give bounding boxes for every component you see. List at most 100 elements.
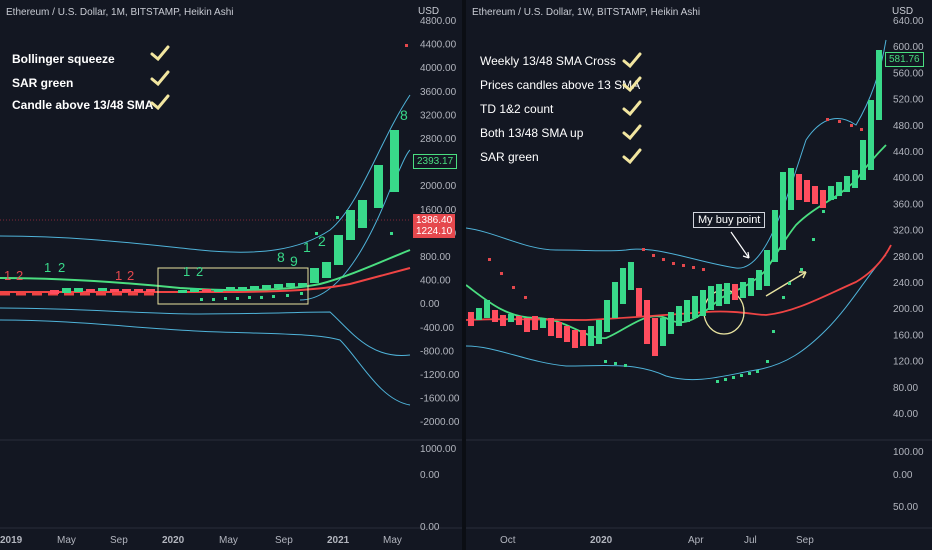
candle [780,172,786,250]
sar-dot [672,262,675,265]
sar-dot [748,372,751,375]
price-tick-label: 240.00 [893,278,924,289]
price-tick-label: -800.00 [420,346,454,357]
time-tick-label: Sep [796,535,814,546]
candle [860,140,866,180]
price-tick-label: 200.00 [893,304,924,315]
candle [692,296,698,318]
checkmark-icon [622,100,642,116]
sar-dot [272,295,275,298]
sar-dot [390,232,393,235]
candle [556,322,562,338]
time-axis[interactable]: 2019 May Sep 2020 May Sep 2021 May [0,535,402,546]
candle [226,287,235,291]
sar-dot [260,296,263,299]
red-price-tag-2: 1224.10 [413,225,456,238]
price-tick-label: 4000.00 [420,63,457,74]
sar-dot [756,370,759,373]
td-count-labels: 1 21 21 2 1 28 91 28 [4,107,408,283]
candle [684,300,690,322]
price-tick-label: 1600.00 [420,205,457,216]
price-axis[interactable]: 640.00 600.00 560.00 520.00 480.00 440.00 400.… [893,16,924,420]
weekly-chart-svg[interactable]: 640.00 600.00 560.00 520.00 480.00 440.00 400.… [466,0,932,550]
sar-dot [662,258,665,261]
candle [134,289,143,292]
price-tick-label: -1600.00 [420,394,460,405]
candle [604,300,610,332]
candle [484,300,490,318]
oscillator-axis[interactable]: 100.00 0.00 50.00 [893,447,924,513]
price-tick-label: 2800.00 [420,134,457,145]
td-count-label: 2 [196,264,203,279]
checkmark-icon [622,124,642,140]
sar-dot [846,182,849,185]
td-count-label: 1 [115,268,122,283]
squeeze-box [157,267,309,305]
panel-divider[interactable] [462,0,466,550]
price-tick-label: 80.00 [893,383,918,394]
time-tick-label: 2019 [0,535,23,546]
candle [390,130,399,192]
price-axis-title: USD [418,6,439,17]
time-tick-label: May [383,535,402,546]
upper-bollinger-band [0,94,411,253]
candle [820,190,826,208]
sar-dot [822,210,825,213]
price-tick-label: -400.00 [420,323,454,334]
checkmark-icon [150,94,170,110]
weekly-chart-panel[interactable]: 640.00 600.00 560.00 520.00 480.00 440.00 400.… [466,0,932,550]
price-tick-label: 4800.00 [420,16,457,27]
candle [748,278,754,296]
chart-header: Ethereum / U.S. Dollar, 1M, BITSTAMP, He… [6,7,234,18]
trend-arrow [765,271,807,297]
oscillator-axis[interactable]: 1000.00 0.00 0.00 [420,444,457,533]
price-tick-label: 320.00 [893,226,924,237]
sar-dots [200,44,408,301]
checkmark-icon [622,52,642,68]
sar-dot [200,298,203,301]
time-axis[interactable]: Oct 2020 Apr Jul Sep [500,535,814,546]
td-count-label: 8 [277,249,285,265]
monthly-candles [50,130,399,294]
candle [178,290,187,293]
price-axis-title: USD [892,6,913,17]
candle [540,318,546,328]
candle [286,283,295,287]
oscillator-tick-label: 0.00 [420,470,440,481]
upper-bollinger-band [466,39,887,269]
td-count-label: 8 [400,107,408,123]
price-tick-label: 40.00 [893,409,918,420]
buy-point-callout: My buy point [693,212,766,228]
candle [374,165,383,208]
price-tick-label: 640.00 [893,16,924,27]
candle [334,235,343,265]
red-price-tag-1: 1386.40 [413,214,456,227]
candle [62,288,71,293]
sar-dot [524,296,527,299]
price-tick-label: 400.00 [893,173,924,184]
candle [740,282,746,298]
candle [250,286,259,290]
price-tick-label: 440.00 [893,147,924,158]
sar-dot [614,362,617,365]
price-tick-label: 2000.00 [420,181,457,192]
td-count-label: 1 [44,260,51,275]
last-price-tag: 2393.17 [413,154,458,169]
checkmark-icon [622,76,642,92]
candle [772,210,778,262]
sar-dot [405,44,408,47]
price-tick-label: 400.00 [420,276,451,287]
candle [628,262,634,290]
lower-bollinger-band [466,254,887,381]
candle [516,316,522,325]
candle [620,268,626,304]
price-tick-label: 4400.00 [420,40,457,51]
sar-dot [740,374,743,377]
lower-bollinger-band [0,307,411,357]
candle [238,287,247,291]
candle [346,210,355,240]
candle [788,168,794,210]
oscillator-tick-label: 0.00 [893,470,913,481]
sar-dot [788,282,791,285]
